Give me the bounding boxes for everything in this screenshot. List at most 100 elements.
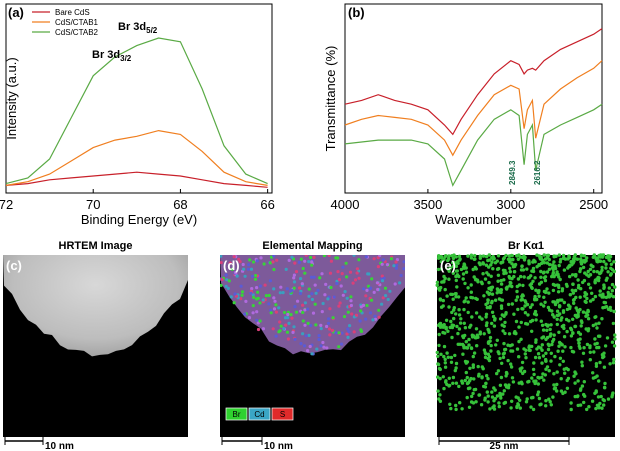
map-dot — [602, 259, 606, 264]
map-dot — [490, 260, 494, 264]
map-dot — [536, 390, 541, 394]
map-dot — [579, 324, 583, 328]
map-dot — [611, 295, 616, 299]
map-dot — [549, 403, 553, 407]
map-dot — [317, 337, 321, 342]
map-dot — [536, 352, 541, 356]
map-dot — [456, 342, 460, 346]
map-dot — [487, 258, 492, 262]
map-dot — [372, 290, 376, 294]
map-dot — [547, 397, 551, 401]
map-dot — [454, 312, 458, 316]
map-dot — [577, 344, 581, 348]
map-dot — [578, 267, 583, 271]
map-dot — [551, 313, 555, 317]
map-dot — [582, 254, 586, 258]
map-dot — [587, 405, 591, 409]
map-dot — [603, 305, 607, 309]
map-dot — [612, 260, 616, 264]
map-dot — [297, 260, 301, 264]
map-dot — [261, 327, 265, 331]
map-dot — [546, 324, 550, 328]
map-dot — [574, 306, 578, 310]
map-dot — [542, 378, 546, 382]
map-dot — [314, 291, 318, 295]
map-dot — [482, 332, 486, 336]
map-dot — [484, 312, 489, 316]
map-dot — [292, 286, 296, 290]
data-line — [344, 103, 603, 187]
map-dot — [465, 395, 469, 400]
map-dot — [472, 257, 476, 261]
map-dot — [499, 306, 504, 310]
map-dot — [608, 255, 613, 259]
map-dot — [509, 362, 513, 366]
map-dot — [523, 304, 527, 308]
map-dot — [312, 255, 316, 259]
map-dot — [355, 267, 359, 271]
map-dot — [612, 269, 616, 274]
map-dot — [529, 405, 533, 409]
map-dot — [443, 276, 447, 281]
map-dot — [524, 356, 528, 360]
map-dot — [321, 301, 325, 306]
map-dot — [353, 278, 358, 282]
map-dot — [593, 281, 597, 285]
map-dot — [394, 260, 398, 264]
map-dot — [559, 389, 564, 393]
map-dot — [337, 278, 341, 282]
map-dot — [442, 280, 446, 284]
map-dot — [449, 360, 454, 364]
map-dot — [581, 310, 586, 314]
map-dot — [436, 267, 441, 272]
map-dot — [502, 341, 506, 346]
map-dot — [503, 331, 507, 336]
x-tick-label: 4000 — [331, 197, 360, 212]
map-dot — [272, 267, 276, 272]
map-dot — [446, 355, 450, 359]
data-line — [344, 28, 603, 136]
map-dot — [469, 295, 473, 300]
map-dot — [484, 323, 489, 328]
y-axis-label: Intensity (a.u.) — [4, 57, 19, 139]
map-dot — [436, 389, 440, 393]
map-dot — [508, 258, 512, 262]
map-dot — [597, 253, 601, 258]
map-dot — [340, 272, 344, 276]
map-dot — [289, 313, 293, 317]
map-dot — [389, 257, 393, 261]
map-dot — [501, 329, 505, 333]
map-dot — [579, 253, 584, 257]
map-dot — [325, 324, 329, 329]
map-dot — [502, 324, 506, 328]
map-dot — [264, 294, 268, 298]
map-dot — [595, 259, 599, 264]
map-dot — [516, 257, 520, 261]
map-dot — [580, 320, 584, 325]
map-dot — [503, 400, 508, 405]
map-dot — [470, 335, 475, 339]
map-dot — [256, 327, 261, 332]
map-dot — [515, 347, 520, 351]
map-dot — [375, 281, 379, 285]
map-dot — [595, 326, 599, 330]
map-dot — [517, 325, 521, 329]
map-dot — [388, 289, 392, 293]
map-dot — [511, 265, 516, 269]
map-dot — [591, 371, 595, 375]
map-dot — [469, 290, 473, 294]
map-dot — [515, 295, 520, 299]
map-dot — [253, 277, 258, 281]
map-dot — [519, 380, 524, 384]
map-dot — [545, 287, 549, 291]
map-dot — [315, 347, 319, 351]
map-dot — [565, 329, 569, 334]
map-dot — [335, 281, 339, 286]
map-dot — [548, 400, 552, 404]
map-dot — [279, 324, 283, 328]
map-dot — [566, 257, 570, 261]
map-dot — [470, 315, 474, 319]
map-dot — [547, 308, 552, 312]
map-dot — [290, 316, 294, 320]
map-dot — [480, 365, 484, 369]
